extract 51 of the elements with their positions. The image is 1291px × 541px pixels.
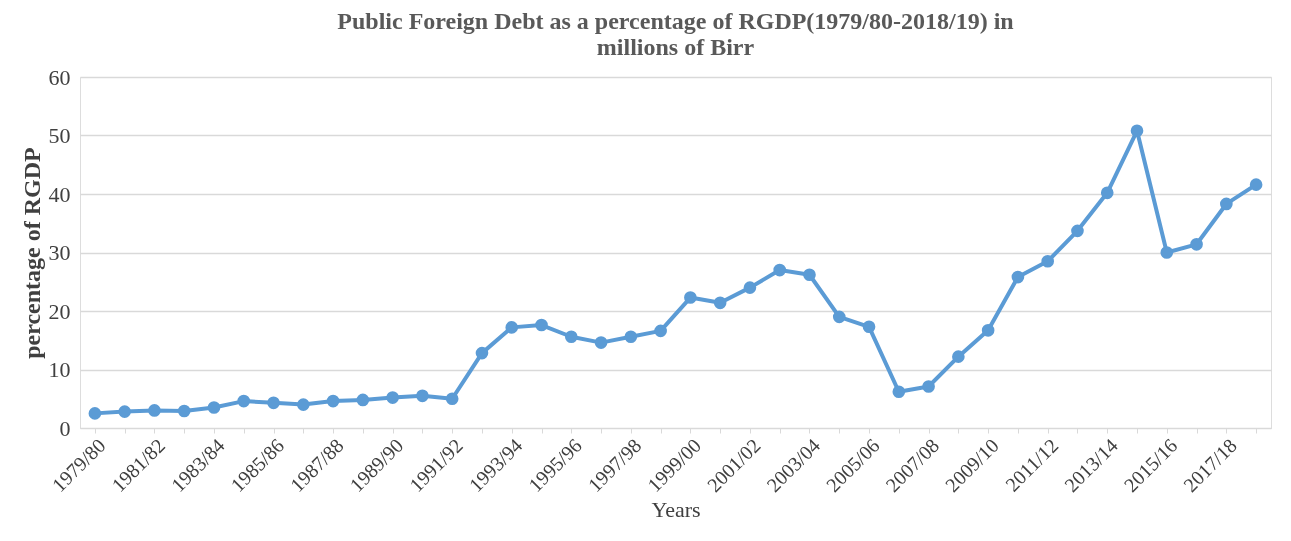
point xyxy=(1249,178,1263,191)
point xyxy=(832,310,846,324)
y-tick-label: 30 xyxy=(48,240,71,265)
point xyxy=(862,320,876,334)
point xyxy=(713,296,727,310)
point xyxy=(88,407,102,420)
text: millions of Birr xyxy=(596,34,755,60)
point xyxy=(773,263,787,277)
point xyxy=(148,404,161,417)
x-axis-title: Years xyxy=(651,497,701,522)
y-tick-label: 60 xyxy=(48,64,71,90)
point xyxy=(445,392,459,406)
point xyxy=(177,404,191,418)
y-tick-label: 50 xyxy=(48,123,71,148)
y-tick-label: 0 xyxy=(59,415,71,441)
point xyxy=(1011,270,1025,284)
point xyxy=(803,268,816,282)
point xyxy=(981,323,995,337)
point xyxy=(922,380,935,393)
point xyxy=(356,393,370,407)
point xyxy=(267,396,280,410)
y-axis-title: percentage of RGDP xyxy=(18,147,45,359)
point xyxy=(684,291,697,304)
y-tick-label: 20 xyxy=(48,298,71,324)
text: Public Foreign Debt as a percentage of RGDP(1979/80-2018/19) in xyxy=(337,8,1014,34)
point xyxy=(416,389,429,403)
point xyxy=(892,385,906,399)
point xyxy=(535,318,548,332)
point xyxy=(1130,124,1144,138)
point xyxy=(1100,186,1114,200)
point xyxy=(564,330,578,344)
point xyxy=(594,336,608,349)
point xyxy=(624,330,638,344)
point xyxy=(1220,197,1233,211)
point xyxy=(1190,238,1203,251)
point xyxy=(1041,254,1055,268)
point xyxy=(505,321,519,334)
point xyxy=(475,346,489,360)
point xyxy=(237,394,251,408)
point xyxy=(386,391,399,404)
point xyxy=(654,324,667,338)
y-tick-label: 40 xyxy=(48,181,71,207)
point xyxy=(118,405,131,418)
point xyxy=(952,350,965,363)
point xyxy=(207,401,221,414)
point xyxy=(743,281,757,294)
y-tick-label: 10 xyxy=(48,357,71,382)
point xyxy=(296,398,310,411)
point xyxy=(1160,246,1174,259)
point xyxy=(1071,224,1084,238)
point xyxy=(326,394,340,408)
